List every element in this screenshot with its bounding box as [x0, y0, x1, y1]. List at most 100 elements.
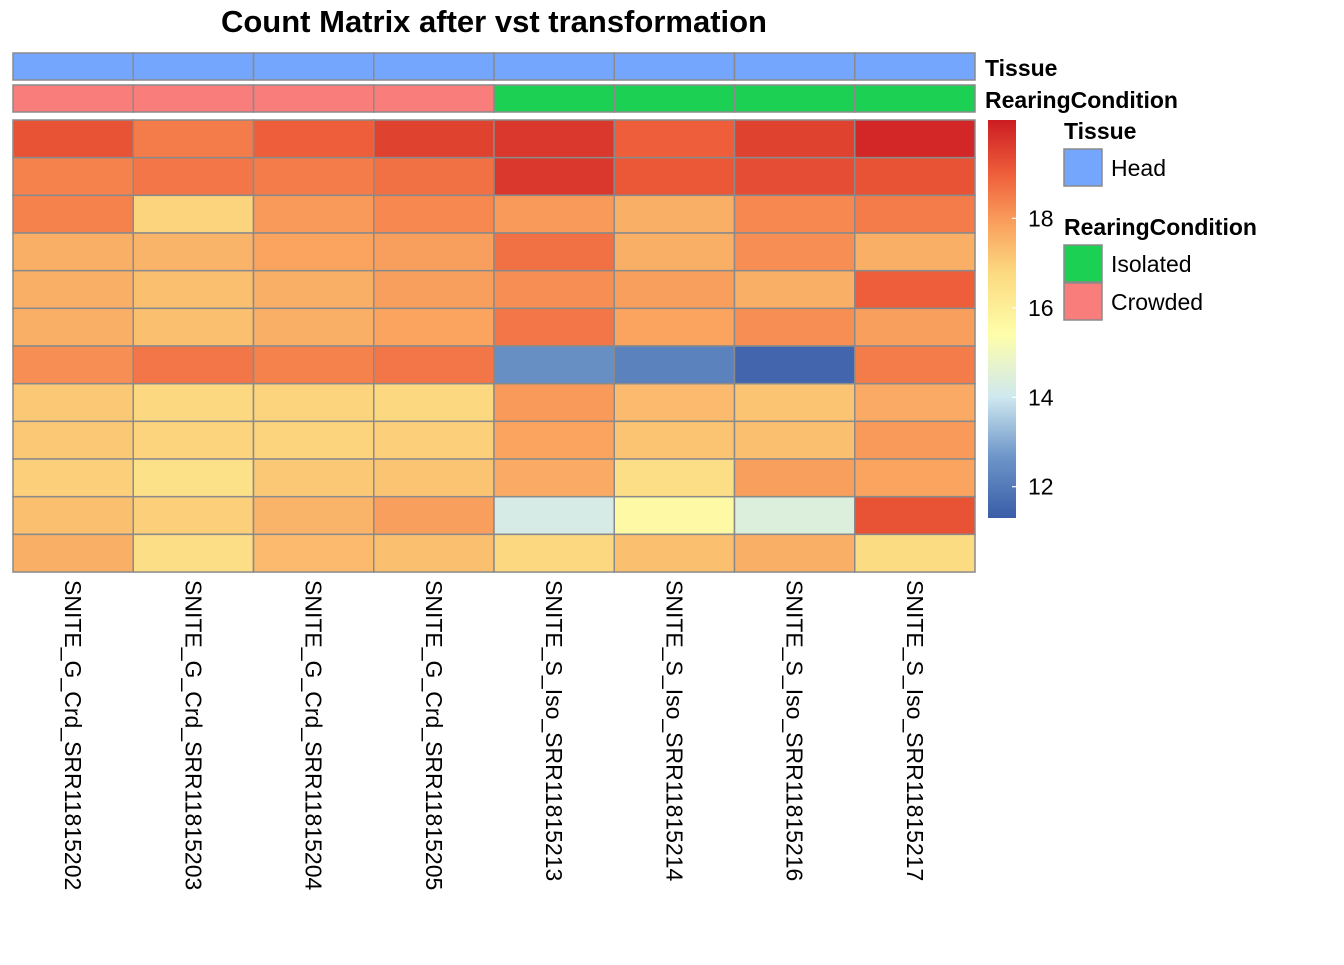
heatmap-cell: [733, 345, 856, 385]
heatmap-cell: [12, 156, 134, 197]
heatmap-cell: [132, 307, 255, 347]
heatmap-cell: [854, 495, 976, 536]
heatmap-cell: [12, 232, 134, 272]
annotation-cell: [733, 84, 856, 113]
heatmap-cell: [12, 119, 134, 159]
annotation-cell: [373, 52, 495, 81]
heatmap-cell: [252, 194, 375, 234]
legend-label: Head: [1111, 155, 1166, 181]
heatmap-cell: [854, 533, 976, 573]
annotation-cell: [12, 84, 134, 113]
legend-key: [1063, 282, 1103, 321]
chart-title: Count Matrix after vst transformation: [221, 4, 767, 39]
column-label: SNITE_G_Crd_SRR11815203: [180, 580, 206, 890]
heatmap-cell: [733, 495, 856, 536]
heatmap-cell: [373, 119, 495, 159]
heatmap-cell: [132, 269, 255, 310]
heatmap-cell: [373, 458, 495, 498]
heatmap-cell: [252, 495, 375, 536]
heatmap-cell: [733, 156, 856, 197]
heatmap-cell: [373, 307, 495, 347]
heatmap-cell: [613, 382, 736, 423]
heatmap-cell: [252, 269, 375, 310]
annotation-cell: [132, 84, 255, 113]
heatmap-cell: [854, 194, 976, 234]
annotation-bars: Tissue RearingCondition: [12, 52, 1178, 113]
heatmap-cell: [132, 458, 255, 498]
heatmap-cell: [373, 345, 495, 385]
legend-title: Tissue: [1064, 118, 1136, 144]
column-label: SNITE_S_Iso_SRR11815214: [661, 580, 687, 882]
heatmap-cell: [493, 119, 615, 159]
annotation-cell: [733, 52, 856, 81]
color-scale-bar: [988, 120, 1016, 518]
annotation-legend: Tissue Head RearingCondition Isolated Crowde…: [1063, 118, 1257, 321]
heatmap-cell: [493, 458, 615, 498]
heatmap-cell: [132, 345, 255, 385]
heatmap-cell: [12, 458, 134, 498]
column-labels: SNITE_G_Crd_SRR11815202 SNITE_G_Crd_SRR11…: [60, 580, 928, 890]
heatmap-cell: [733, 232, 856, 272]
column-label: SNITE_G_Crd_SRR11815205: [421, 580, 447, 890]
heatmap-cell: [12, 495, 134, 536]
heatmap-cell: [373, 495, 495, 536]
annotation-cell: [493, 84, 615, 113]
heatmap-cell: [613, 307, 736, 347]
heatmap-cell: [854, 307, 976, 347]
heatmap-cell: [613, 156, 736, 197]
heatmap-cell: [252, 156, 375, 197]
heatmap-cell: [493, 156, 615, 197]
heatmap-cell: [493, 533, 615, 573]
annotation-cell: [613, 52, 736, 81]
column-label: SNITE_S_Iso_SRR11815213: [541, 580, 567, 881]
heatmap-cell: [493, 232, 615, 272]
legend-title: RearingCondition: [1064, 214, 1257, 240]
heatmap-cell: [12, 307, 134, 347]
heatmap-cell: [132, 232, 255, 272]
heatmap-cell: [493, 269, 615, 310]
heatmap-cell: [733, 533, 856, 573]
heatmap-cell: [252, 232, 375, 272]
heatmap-cell: [613, 232, 736, 272]
annotation-cell: [12, 52, 134, 81]
legend-key: [1063, 148, 1103, 187]
heatmap-cell: [373, 420, 495, 460]
heatmap-cell: [733, 458, 856, 498]
color-scale-tick-label: 18: [1028, 205, 1054, 231]
heatmap-cell: [854, 345, 976, 385]
color-scale-tick-label: 14: [1028, 384, 1054, 410]
heatmap-cell: [252, 382, 375, 423]
annotation-cell: [252, 84, 375, 113]
heatmap-cell: [733, 307, 856, 347]
heatmap-cell: [733, 194, 856, 234]
heatmap-cell: [252, 420, 375, 460]
annotation-cell: [854, 84, 976, 113]
heatmap-cell: [733, 269, 856, 310]
color-scale-tick-label: 12: [1028, 474, 1054, 500]
heatmap-cell: [493, 495, 615, 536]
heatmap-cell: [613, 119, 736, 159]
heatmap-cell: [613, 269, 736, 310]
heatmap-cell: [613, 495, 736, 536]
heatmap-cell: [132, 382, 255, 423]
heatmap-cell: [613, 420, 736, 460]
annotation-cell: [493, 52, 615, 81]
heatmap-cell: [493, 382, 615, 423]
heatmap-cell: [12, 194, 134, 234]
annotation-cell: [373, 84, 495, 113]
annotation-cell: [252, 52, 375, 81]
column-label: SNITE_G_Crd_SRR11815202: [60, 580, 86, 890]
heatmap-cell: [252, 533, 375, 573]
color-scale-tick-label: 16: [1028, 295, 1054, 321]
heatmap-cell: [132, 495, 255, 536]
heatmap-cell: [854, 458, 976, 498]
annotation-cell: [132, 52, 255, 81]
heatmap-cell: [373, 232, 495, 272]
heatmap-cell: [854, 156, 976, 197]
legend-label: Isolated: [1111, 251, 1192, 277]
heatmap-cell: [252, 307, 375, 347]
heatmap-cell: [12, 345, 134, 385]
heatmap-cells: [12, 119, 976, 573]
heatmap-cell: [132, 194, 255, 234]
